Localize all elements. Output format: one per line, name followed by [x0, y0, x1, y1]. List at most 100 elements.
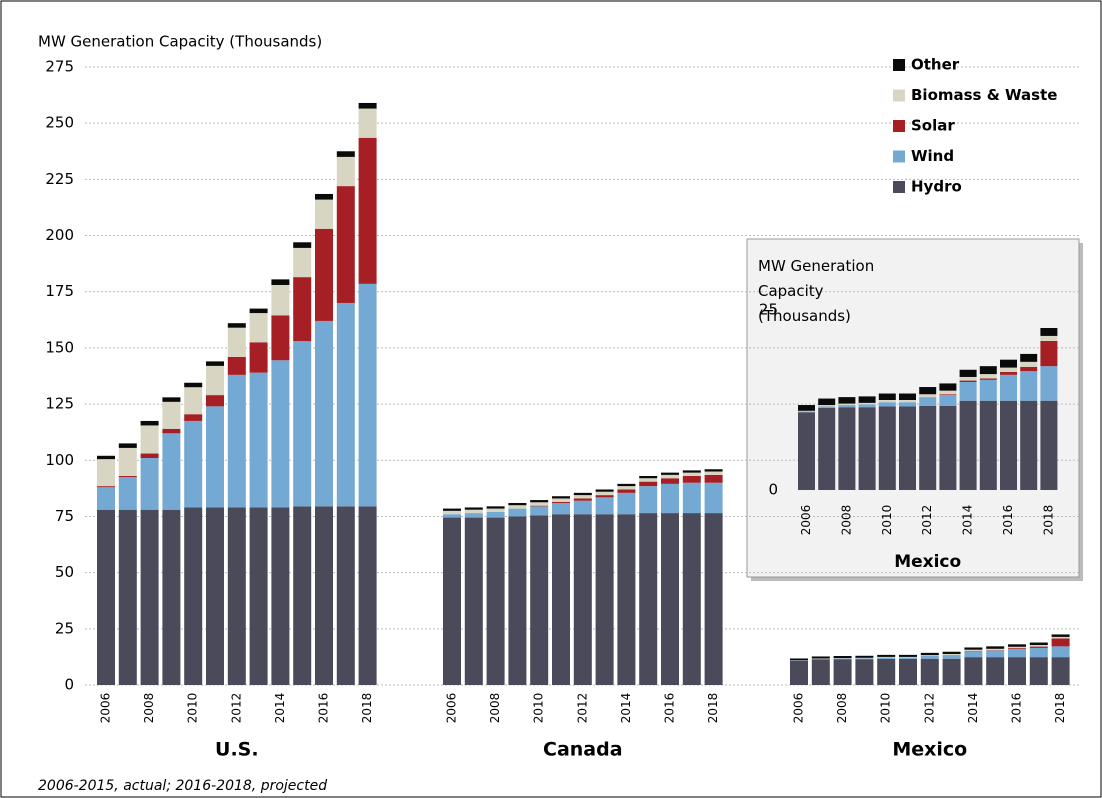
- bar-segment: [1000, 371, 1017, 375]
- bar-segment: [1040, 335, 1058, 341]
- bar-segment: [97, 459, 115, 487]
- bar-segment: [798, 410, 815, 412]
- x-tick-label: 2012: [575, 693, 589, 724]
- x-tick-label: 2008: [142, 693, 156, 724]
- legend-label: Hydro: [911, 178, 962, 196]
- bar-segment: [877, 654, 896, 657]
- bar-segment: [162, 428, 181, 434]
- bar-segment: [486, 511, 505, 518]
- bar-segment: [1020, 371, 1038, 401]
- bar-segment: [639, 481, 658, 487]
- bar-segment: [1029, 642, 1048, 645]
- bar-segment: [595, 491, 614, 496]
- bar-segment: [818, 406, 836, 408]
- bar-segment: [486, 508, 505, 512]
- x-tick-label: 2012: [229, 693, 243, 724]
- bar-segment: [1029, 647, 1048, 658]
- bar-segment: [878, 402, 896, 407]
- bar-segment: [704, 474, 723, 483]
- bar-segment: [858, 396, 876, 403]
- bar-segment: [162, 401, 181, 429]
- bar-segment: [617, 492, 636, 515]
- bar-segment: [942, 658, 961, 685]
- y-tick-label: 100: [45, 451, 74, 469]
- bar-segment: [798, 412, 815, 490]
- bar-segment: [878, 400, 896, 403]
- legend-swatch: [893, 59, 905, 71]
- legend-label: Wind: [911, 147, 954, 165]
- legend-swatch: [893, 120, 905, 132]
- x-tick-label: 2008: [835, 693, 849, 724]
- bar-segment: [358, 108, 377, 138]
- bar-segment: [790, 658, 808, 661]
- bar-segment: [1020, 353, 1038, 362]
- bar-segment: [595, 495, 614, 498]
- bar-segment: [1051, 636, 1070, 639]
- bar-segment: [639, 476, 658, 479]
- bar-segment: [358, 102, 377, 109]
- bar-segment: [919, 397, 937, 406]
- bar-segment: [530, 506, 549, 516]
- bar-segment: [1040, 340, 1058, 367]
- bar-segment: [443, 517, 461, 685]
- bar-segment: [206, 507, 224, 685]
- x-tick-label: 2012: [920, 505, 934, 536]
- legend-swatch: [893, 150, 905, 163]
- bar-segment: [959, 400, 977, 490]
- bar-segment: [184, 387, 203, 415]
- bar-segment: [595, 489, 614, 492]
- bar-segment: [293, 341, 312, 507]
- bar-segment: [682, 476, 701, 483]
- bar-segment: [1008, 644, 1026, 647]
- bar-segment: [486, 517, 505, 685]
- bar-segment: [184, 414, 203, 421]
- bar-segment: [704, 471, 723, 475]
- bar-segment: [899, 393, 916, 400]
- bar-segment: [920, 655, 939, 657]
- bar-segment: [920, 656, 939, 659]
- bar-segment: [959, 380, 977, 382]
- bar-segment: [249, 308, 268, 314]
- y-tick-label: 0: [64, 676, 74, 694]
- y-tick-label: 200: [45, 226, 74, 244]
- bar-segment: [508, 516, 527, 685]
- bar-segment: [184, 420, 203, 508]
- bar-segment: [1020, 366, 1038, 372]
- bar-segment: [486, 506, 505, 509]
- inset-title: MW Generation Capacity (Thousands): [758, 257, 875, 325]
- bar-segment: [293, 247, 312, 278]
- bar-segment: [855, 655, 874, 658]
- bar-segment: [639, 513, 658, 685]
- bar-segment: [271, 284, 290, 316]
- bar-segment: [227, 356, 246, 375]
- bar-segment: [979, 378, 997, 380]
- bar-segment: [877, 657, 896, 659]
- bar-segment: [162, 509, 181, 685]
- bar-segment: [959, 376, 977, 381]
- bar-segment: [833, 656, 852, 659]
- bar-segment: [919, 387, 937, 395]
- bar-segment: [118, 447, 137, 477]
- bar-segment: [336, 186, 355, 303]
- bar-segment: [920, 658, 939, 685]
- y-tick-label: 150: [45, 338, 74, 356]
- bar-segment: [249, 342, 268, 373]
- bar-segment: [899, 654, 917, 657]
- bar-segment: [1008, 646, 1026, 649]
- group-label: U.S.: [215, 739, 259, 761]
- bar-segment: [1040, 328, 1058, 336]
- bar-segment: [818, 407, 836, 490]
- bar-segment: [704, 513, 723, 685]
- bar-segment: [227, 323, 246, 328]
- y-tick-label: 25: [55, 619, 74, 637]
- bar-segment: [443, 508, 461, 511]
- x-tick-label: 2016: [1010, 693, 1024, 724]
- bar-segment: [227, 374, 246, 508]
- x-tick-label: 2014: [273, 693, 287, 724]
- bar-segment: [336, 302, 355, 507]
- bar-segment: [798, 405, 815, 411]
- footnote: 2006-2015, actual; 2016-2018, projected: [38, 778, 327, 794]
- x-tick-label: 2016: [1001, 505, 1015, 536]
